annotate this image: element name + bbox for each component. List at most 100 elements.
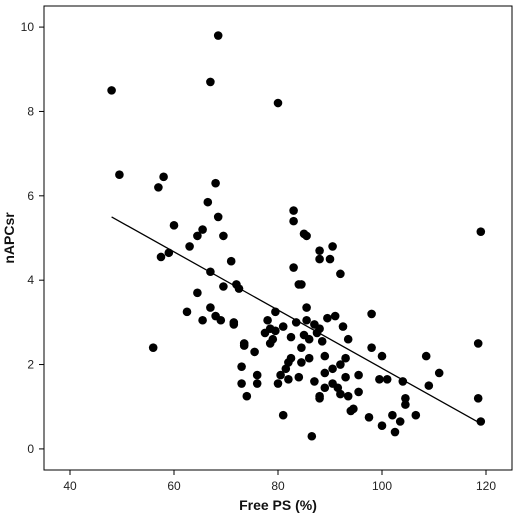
data-point: [211, 178, 220, 188]
y-tick-label: 10: [21, 20, 35, 34]
data-point: [315, 324, 324, 333]
data-point: [388, 410, 397, 420]
data-point: [219, 231, 228, 241]
y-tick-label: 2: [27, 358, 34, 372]
y-tick-label: 4: [27, 273, 34, 287]
data-point: [354, 370, 363, 380]
y-tick-label: 0: [27, 442, 34, 456]
data-point: [304, 353, 314, 363]
data-point: [229, 318, 239, 327]
data-point: [411, 410, 421, 420]
data-point: [343, 334, 353, 344]
data-point: [185, 242, 194, 251]
x-tick-label: 120: [476, 479, 496, 493]
data-point: [434, 368, 444, 378]
data-point: [297, 358, 306, 367]
data-point: [198, 315, 207, 325]
data-point: [154, 183, 163, 192]
data-point: [304, 334, 314, 344]
data-point: [271, 307, 280, 317]
data-point: [193, 288, 202, 298]
data-point: [330, 311, 340, 321]
data-point: [328, 242, 337, 251]
data-point: [216, 315, 226, 325]
data-point: [349, 404, 358, 414]
data-point: [336, 269, 345, 279]
data-point: [377, 421, 387, 431]
data-point: [336, 360, 345, 369]
data-point: [206, 303, 215, 312]
data-point: [302, 303, 311, 312]
data-point: [382, 375, 392, 384]
data-points: [107, 31, 486, 441]
data-point: [156, 252, 166, 262]
y-tick-label: 8: [27, 104, 34, 118]
data-point: [252, 370, 262, 380]
data-point: [341, 372, 350, 382]
data-point: [159, 172, 168, 182]
y-axis: 0 2 4 6 8 10: [21, 20, 44, 456]
data-point: [263, 315, 272, 325]
data-point: [367, 343, 376, 352]
data-point: [320, 351, 330, 361]
x-tick-label: 60: [167, 479, 181, 493]
data-point: [328, 364, 337, 374]
data-point: [367, 309, 376, 319]
data-point: [377, 351, 387, 361]
data-point: [213, 212, 223, 222]
data-point: [354, 387, 363, 397]
data-point: [336, 389, 345, 399]
data-point: [115, 170, 124, 180]
data-point: [315, 393, 324, 403]
data-point: [148, 343, 158, 352]
data-point: [237, 362, 246, 371]
data-point: [317, 337, 327, 346]
data-point: [398, 377, 408, 386]
data-point: [315, 254, 324, 264]
data-point: [473, 393, 483, 403]
data-point: [284, 375, 293, 384]
data-point: [390, 427, 400, 437]
data-point: [395, 417, 405, 426]
data-point: [271, 326, 280, 336]
data-point: [242, 391, 252, 401]
data-point: [320, 368, 330, 378]
x-axis: 40 60 80 100 120: [63, 470, 496, 493]
y-axis-title: nAPCsr: [1, 212, 17, 264]
y-tick-label: 6: [27, 189, 34, 203]
data-point: [268, 334, 278, 344]
data-point: [182, 307, 192, 317]
data-point: [206, 77, 215, 87]
data-point: [297, 343, 306, 352]
data-point: [325, 254, 335, 264]
data-point: [310, 377, 319, 386]
data-point: [302, 231, 311, 241]
data-point: [237, 379, 246, 388]
x-tick-label: 100: [372, 479, 392, 493]
data-point: [219, 282, 228, 291]
data-point: [421, 351, 431, 361]
data-point: [476, 417, 486, 426]
data-point: [107, 86, 116, 95]
data-point: [476, 227, 486, 236]
data-point: [364, 412, 374, 422]
data-point: [375, 375, 384, 384]
data-point: [226, 256, 236, 266]
data-point: [341, 353, 350, 363]
data-point: [252, 379, 262, 388]
data-point: [239, 339, 249, 348]
plot-frame: [43, 5, 513, 471]
data-point: [315, 246, 324, 255]
data-point: [164, 248, 174, 258]
data-point: [302, 315, 311, 325]
data-point: [278, 322, 288, 331]
data-point: [424, 381, 434, 390]
data-point: [294, 372, 304, 382]
data-point: [323, 313, 332, 323]
data-point: [401, 393, 410, 403]
data-point: [320, 383, 330, 393]
data-point: [276, 370, 285, 380]
data-point: [273, 379, 283, 388]
data-point: [289, 263, 298, 272]
